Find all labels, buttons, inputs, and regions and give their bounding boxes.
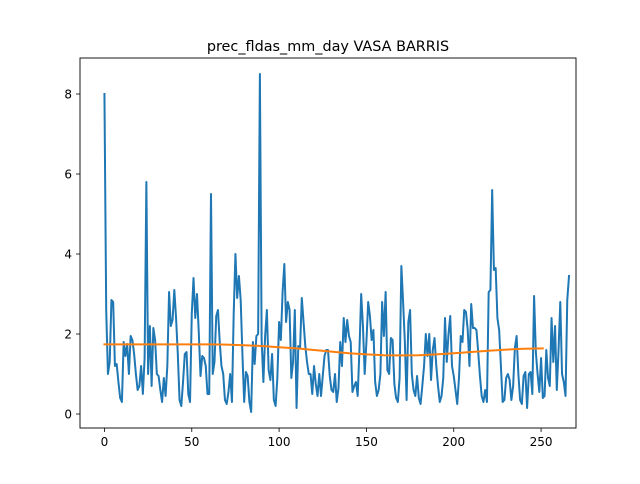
x-tick-label: 150 xyxy=(355,435,378,449)
plot-lines xyxy=(103,73,571,413)
x-axis: 0 50 100 150 200 250 xyxy=(101,428,553,449)
plot-frame xyxy=(79,57,577,429)
x-tick-label: 200 xyxy=(442,435,465,449)
y-tick-label: 2 xyxy=(64,328,72,342)
x-tick-label: 50 xyxy=(184,435,199,449)
series-line-1 xyxy=(103,73,571,413)
y-tick-label: 6 xyxy=(64,168,72,182)
y-tick-label: 4 xyxy=(64,248,72,262)
x-tick-label: 100 xyxy=(268,435,291,449)
y-axis: 0 2 4 6 8 xyxy=(64,88,80,422)
y-tick-label: 0 xyxy=(64,408,72,422)
x-tick-label: 0 xyxy=(101,435,109,449)
series-line-2 xyxy=(103,343,544,357)
chart-title: prec_fldas_mm_day VASA BARRIS xyxy=(207,39,449,55)
y-tick-label: 8 xyxy=(64,88,72,102)
x-tick-label: 250 xyxy=(530,435,553,449)
